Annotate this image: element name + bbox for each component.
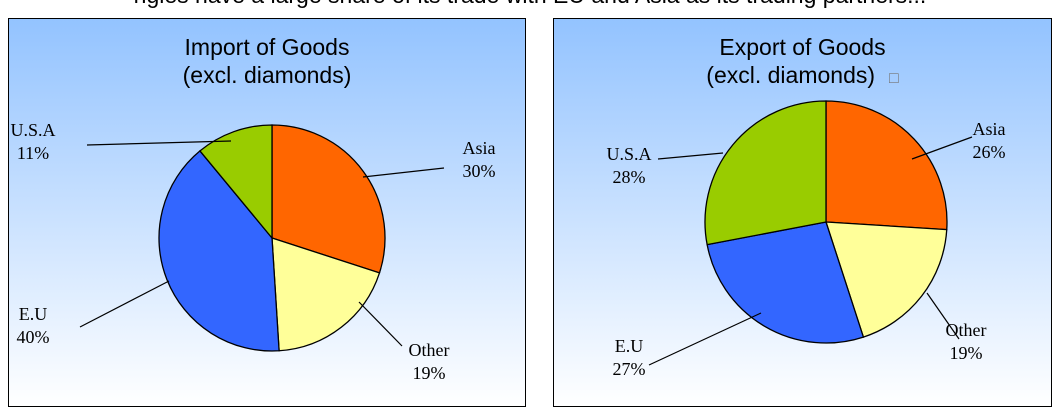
pie-slice-other: [271, 237, 381, 352]
pie-slice-asia: [271, 124, 386, 274]
slice-value-u-s-a: 28%: [613, 167, 646, 187]
pie-slice-u-s-a: [199, 124, 273, 240]
title-artifact-glyph: □: [889, 70, 899, 87]
leader-line: [86, 140, 232, 146]
slice-label-asia: Asia: [973, 119, 1006, 139]
clipped-caption: ngles have a large share of its trade wi…: [0, 0, 1060, 12]
leader-line: [657, 152, 724, 160]
slice-label-asia: Asia: [463, 138, 496, 158]
slice-value-asia: 26%: [973, 142, 1006, 162]
import-title-line-2: (excl. diamonds): [182, 62, 352, 88]
slice-value-e-u: 40%: [17, 327, 50, 347]
leader-line: [926, 292, 960, 340]
leader-line: [358, 301, 403, 347]
slice-label-e-u: E.U: [19, 304, 48, 324]
leader-line: [362, 167, 445, 178]
pie-slice-u-s-a: [704, 100, 827, 246]
import-title-line-1: Import of Goods: [184, 34, 350, 60]
pie-slice-asia: [825, 100, 948, 231]
slice-value-e-u: 27%: [613, 359, 646, 379]
import-chart-title: Import of Goods (excl. diamonds): [9, 33, 525, 89]
export-title-line-2: (excl. diamonds) □: [706, 62, 899, 88]
leader-line: [79, 280, 170, 328]
export-pie-chart: Asia 26% Other 19% E.U 27% U.S.A 28%: [606, 100, 1006, 379]
slice-value-asia: 30%: [463, 161, 496, 181]
leader-line: [911, 136, 973, 160]
slice-value-other: 19%: [950, 343, 983, 363]
pie-slice-other: [825, 221, 948, 338]
slice-label-u-s-a: U.S.A: [10, 120, 55, 140]
slice-value-u-s-a: 11%: [17, 143, 49, 163]
slice-label-u-s-a: U.S.A: [606, 144, 651, 164]
slice-value-other: 19%: [413, 363, 446, 383]
leader-line: [648, 312, 762, 366]
export-chart-title: Export of Goods (excl. diamonds) □: [554, 33, 1051, 93]
import-pie-chart: Asia 30% Other 19% E.U 40% U.S.A 11%: [10, 120, 496, 383]
slice-label-other: Other: [946, 320, 987, 340]
slice-label-e-u: E.U: [615, 336, 644, 356]
import-chart-panel: Import of Goods (excl. diamonds) Asia 30%…: [8, 18, 526, 407]
export-chart-panel: Export of Goods (excl. diamonds) □ Asia 26…: [553, 18, 1052, 407]
export-title-line-1: Export of Goods: [719, 34, 886, 60]
slice-label-other: Other: [409, 340, 450, 360]
pie-slice-e-u: [158, 150, 280, 352]
pie-slice-e-u: [706, 221, 865, 344]
